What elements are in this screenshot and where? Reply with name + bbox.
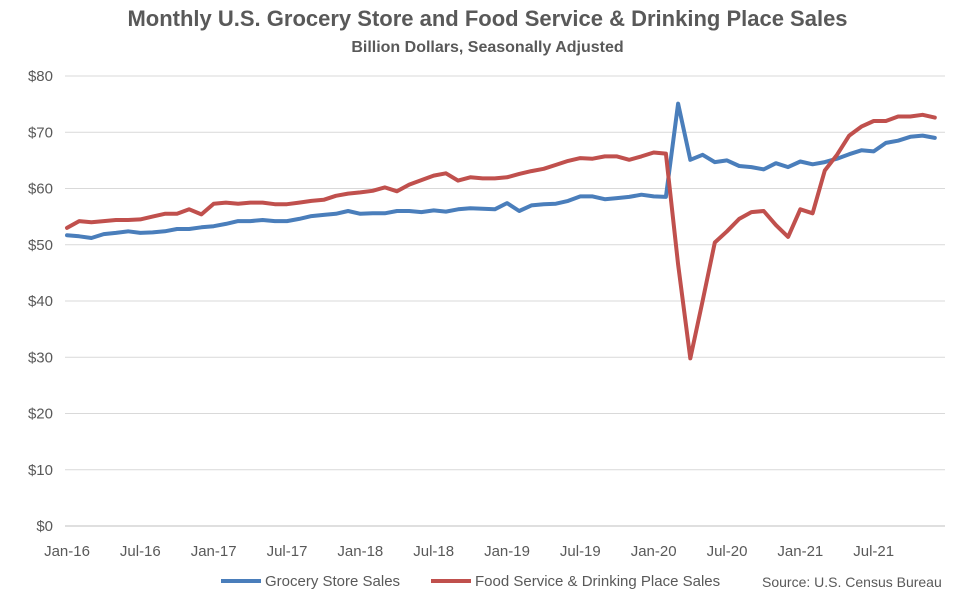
chart-subtitle: Billion Dollars, Seasonally Adjusted [351, 39, 624, 56]
y-tick-label: $30 [28, 349, 53, 366]
x-tick-label: Jan-17 [191, 543, 237, 560]
food-service-sales-line [65, 112, 937, 361]
x-tick-label: Jul-17 [267, 543, 308, 560]
y-tick-label: $60 [28, 181, 53, 198]
x-tick-label: Jan-18 [337, 543, 383, 560]
legend: Grocery Store Sales Food Service & Drinki… [221, 573, 720, 590]
series-lines [65, 101, 937, 361]
legend-label: Grocery Store Sales [265, 573, 400, 590]
y-tick-label: $40 [28, 293, 53, 310]
y-tick-label: $20 [28, 406, 53, 423]
grocery-sales-line [65, 101, 937, 240]
chart-title: Monthly U.S. Grocery Store and Food Serv… [127, 6, 848, 31]
x-tick-label: Jan-20 [631, 543, 677, 560]
x-axis-ticks: Jan-16 Jul-16 Jan-17 Jul-17 Jan-18 Jul-18 Jan-… [44, 543, 894, 560]
y-axis-ticks: $0 $10 $20 $30 $40 $50 $60 $70 $80 [28, 68, 53, 535]
x-tick-label: Jan-21 [777, 543, 823, 560]
y-tick-label: $50 [28, 237, 53, 254]
x-tick-label: Jul-21 [853, 543, 894, 560]
gridlines [65, 75, 945, 527]
y-tick-label: $80 [28, 68, 53, 85]
y-tick-label: $70 [28, 124, 53, 141]
x-tick-label: Jan-16 [44, 543, 90, 560]
source-note: Source: U.S. Census Bureau [762, 574, 942, 590]
x-tick-label: Jul-18 [413, 543, 454, 560]
x-tick-label: Jul-16 [120, 543, 161, 560]
x-tick-label: Jul-20 [707, 543, 748, 560]
y-tick-label: $0 [36, 518, 53, 535]
legend-label: Food Service & Drinking Place Sales [475, 573, 720, 590]
x-tick-label: Jul-19 [560, 543, 601, 560]
y-tick-label: $10 [28, 462, 53, 479]
x-tick-label: Jan-19 [484, 543, 530, 560]
